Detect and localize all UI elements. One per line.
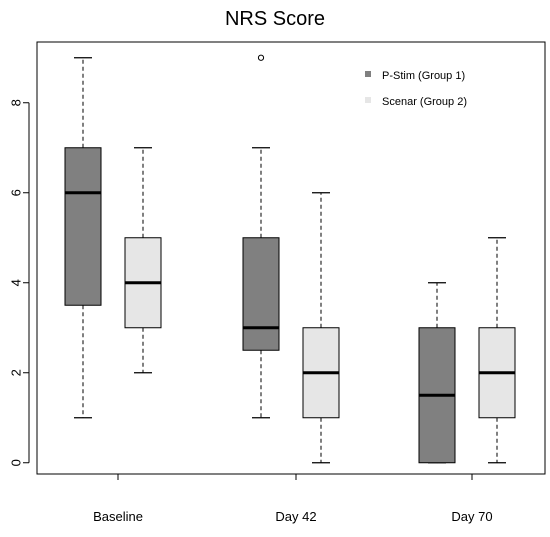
legend-label: Scenar (Group 2) xyxy=(382,96,467,108)
box-2-1 xyxy=(124,147,162,374)
y-tick-label: 2 xyxy=(9,369,24,376)
y-tick-label: 4 xyxy=(9,279,24,286)
legend-swatch xyxy=(365,97,371,103)
box-body xyxy=(64,147,102,306)
box-1-3 xyxy=(418,282,456,464)
y-tick-label: 8 xyxy=(9,99,24,106)
box-1-2 xyxy=(242,54,280,419)
chart-title: NRS Score xyxy=(225,8,325,30)
y-axis: 0 2 4 6 8 xyxy=(9,99,30,466)
plot-frame xyxy=(36,41,546,475)
legend-swatch xyxy=(365,71,371,77)
x-tick-label: Day 42 xyxy=(275,509,316,524)
y-tick-label: 0 xyxy=(9,459,24,466)
x-tick-label: Baseline xyxy=(93,509,143,524)
legend-label: P-Stim (Group 1) xyxy=(382,70,465,82)
x-axis: Baseline Day 42 Day 70 xyxy=(93,474,493,524)
box-series xyxy=(64,54,516,464)
box-2-3 xyxy=(478,237,516,464)
x-tick-label: Day 70 xyxy=(451,509,492,524)
y-tick-label: 6 xyxy=(9,189,24,196)
box-body xyxy=(242,237,280,351)
legend: P-Stim (Group 1) Scenar (Group 2) xyxy=(365,70,467,108)
box-1-1 xyxy=(64,57,102,419)
box-2-2 xyxy=(302,192,340,464)
outlier-point xyxy=(257,54,265,61)
